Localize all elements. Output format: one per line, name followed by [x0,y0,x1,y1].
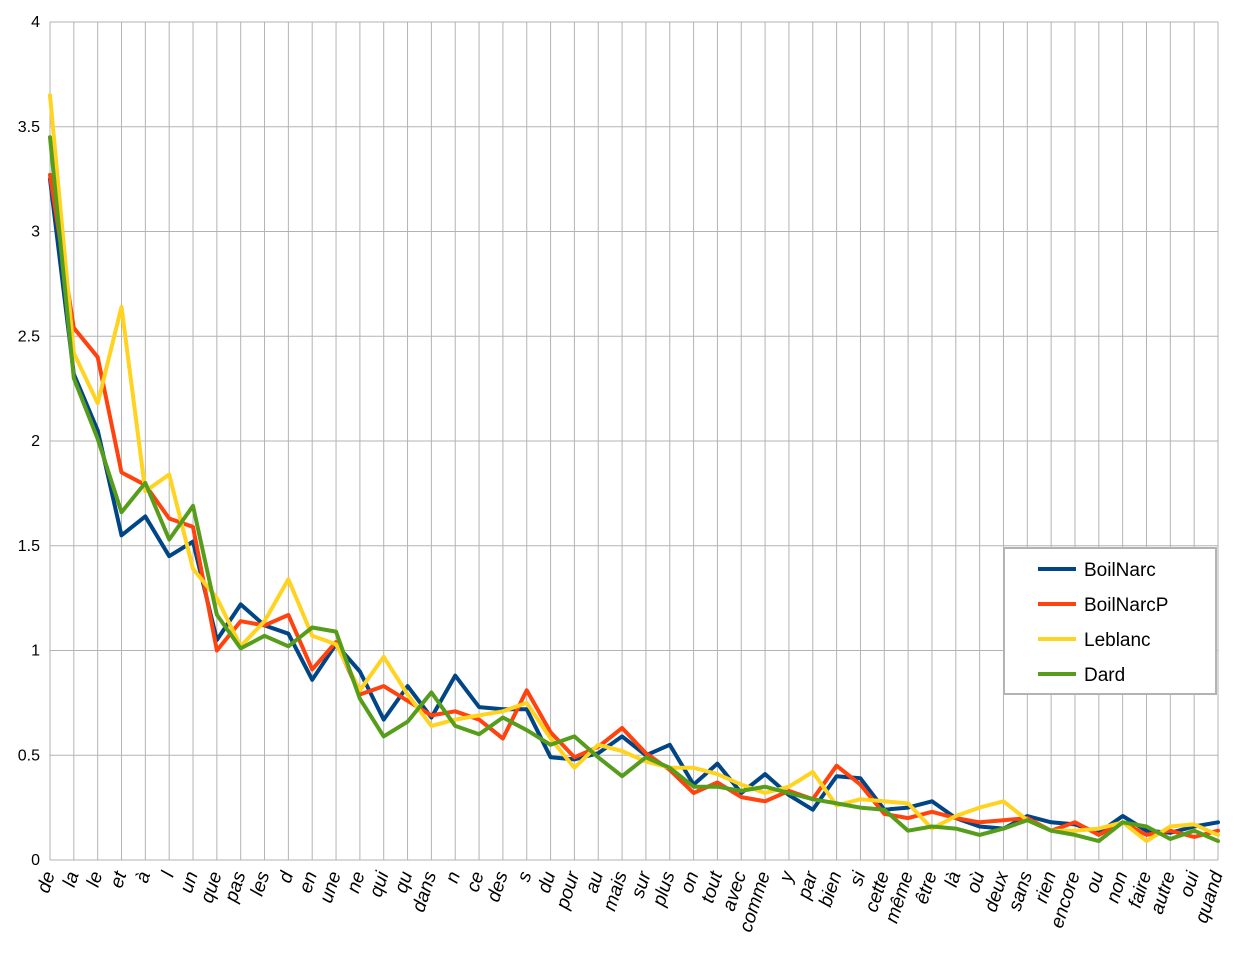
y-tick-label: 1.5 [18,538,40,555]
x-tick-label: la [59,869,84,890]
legend-label: Dard [1084,665,1125,686]
legend-label: BoilNarc [1084,560,1156,581]
x-tick-label: les [247,869,275,899]
y-tick-label: 0.5 [18,747,40,764]
legend-box [1003,547,1217,695]
series-line-boilnarcp [48,172,1220,839]
series-line-boilnarc [48,177,1220,835]
grid-lines [49,21,1219,861]
x-tick-label: pas [221,869,251,906]
x-tick-label: des [483,869,513,905]
y-axis-ticks: 0 0.5 1 1.5 2 2.5 3 3.5 4 [18,14,40,869]
y-tick-label: 2.5 [18,328,40,345]
legend-label: BoilNarcP [1084,595,1168,616]
y-tick-label: 4 [31,14,40,31]
series-lines [48,93,1220,844]
y-tick-label: 2 [31,433,40,450]
series-line-dard [48,135,1220,844]
x-tick-label: être [912,869,942,907]
x-tick-label: d [275,868,299,886]
x-tick-label: de [33,869,60,896]
legend-label: Leblanc [1084,630,1151,651]
x-tick-label: le [83,869,108,890]
x-tick-label: y [775,868,799,887]
legend: BoilNarc BoilNarcP Leblanc Dard [1003,547,1217,695]
x-tick-label: et [106,868,131,890]
y-tick-label: 0 [31,852,40,869]
x-tick-label: s [514,869,537,885]
x-tick-label: là [941,869,966,890]
x-tick-label: n [442,869,465,886]
y-tick-label: 1 [31,643,40,660]
x-tick-label: si [846,868,870,888]
legend-items: BoilNarc BoilNarcP Leblanc Dard [1038,560,1168,686]
x-tick-label: que [197,869,227,906]
x-tick-label: qui [366,868,394,899]
series-line-leblanc [48,93,1220,844]
y-tick-label: 3 [31,224,40,241]
x-tick-label: l [158,868,180,879]
y-tick-label: 3.5 [18,119,40,136]
x-tick-label: une [316,869,346,906]
x-tick-label: à [132,869,155,886]
